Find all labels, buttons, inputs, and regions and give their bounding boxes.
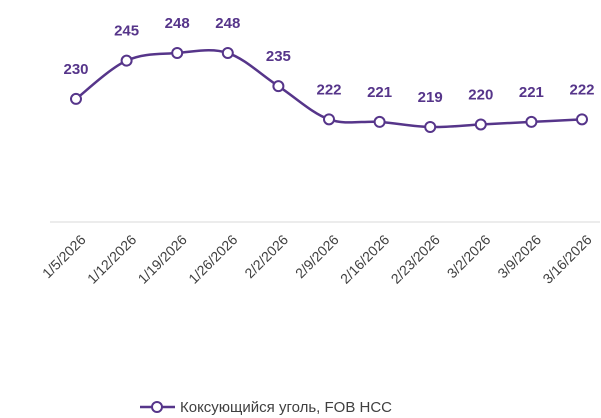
value-label: 230	[63, 61, 88, 78]
marker	[70, 92, 82, 105]
value-label: 219	[418, 89, 443, 106]
value-label: 222	[569, 81, 594, 98]
x-tick-label: 2/9/2026	[292, 231, 342, 281]
value-label: 248	[165, 15, 190, 32]
legend-label: Коксующийся уголь, FOB HCC	[180, 399, 392, 416]
value-label: 248	[215, 15, 240, 32]
marker	[120, 54, 133, 67]
x-tick-label: 1/12/2026	[84, 231, 140, 287]
value-label: 221	[367, 84, 392, 101]
x-tick-label: 2/23/2026	[388, 231, 444, 287]
x-tick-label: 1/26/2026	[185, 231, 241, 287]
value-label: 245	[114, 23, 139, 40]
marker	[323, 113, 335, 126]
value-label: 221	[519, 84, 544, 101]
marker	[373, 115, 386, 128]
x-tick-label: 3/9/2026	[494, 231, 544, 281]
value-label: 235	[266, 48, 291, 65]
x-tick-label: 1/19/2026	[135, 231, 191, 287]
marker	[272, 80, 285, 93]
value-label: 222	[316, 81, 341, 98]
marker	[171, 47, 184, 59]
marker	[424, 121, 437, 133]
x-tick-label: 3/16/2026	[539, 231, 595, 287]
x-tick-label: 2/2/2026	[241, 231, 291, 281]
x-tick-label: 1/5/2026	[39, 231, 89, 281]
marker	[525, 115, 538, 128]
marker	[474, 118, 487, 131]
marker	[221, 47, 234, 59]
x-tick-label: 2/16/2026	[337, 231, 393, 287]
legend-marker	[151, 401, 163, 413]
value-label: 220	[468, 86, 493, 103]
x-tick-label: 3/2/2026	[444, 231, 494, 281]
marker	[576, 113, 588, 126]
